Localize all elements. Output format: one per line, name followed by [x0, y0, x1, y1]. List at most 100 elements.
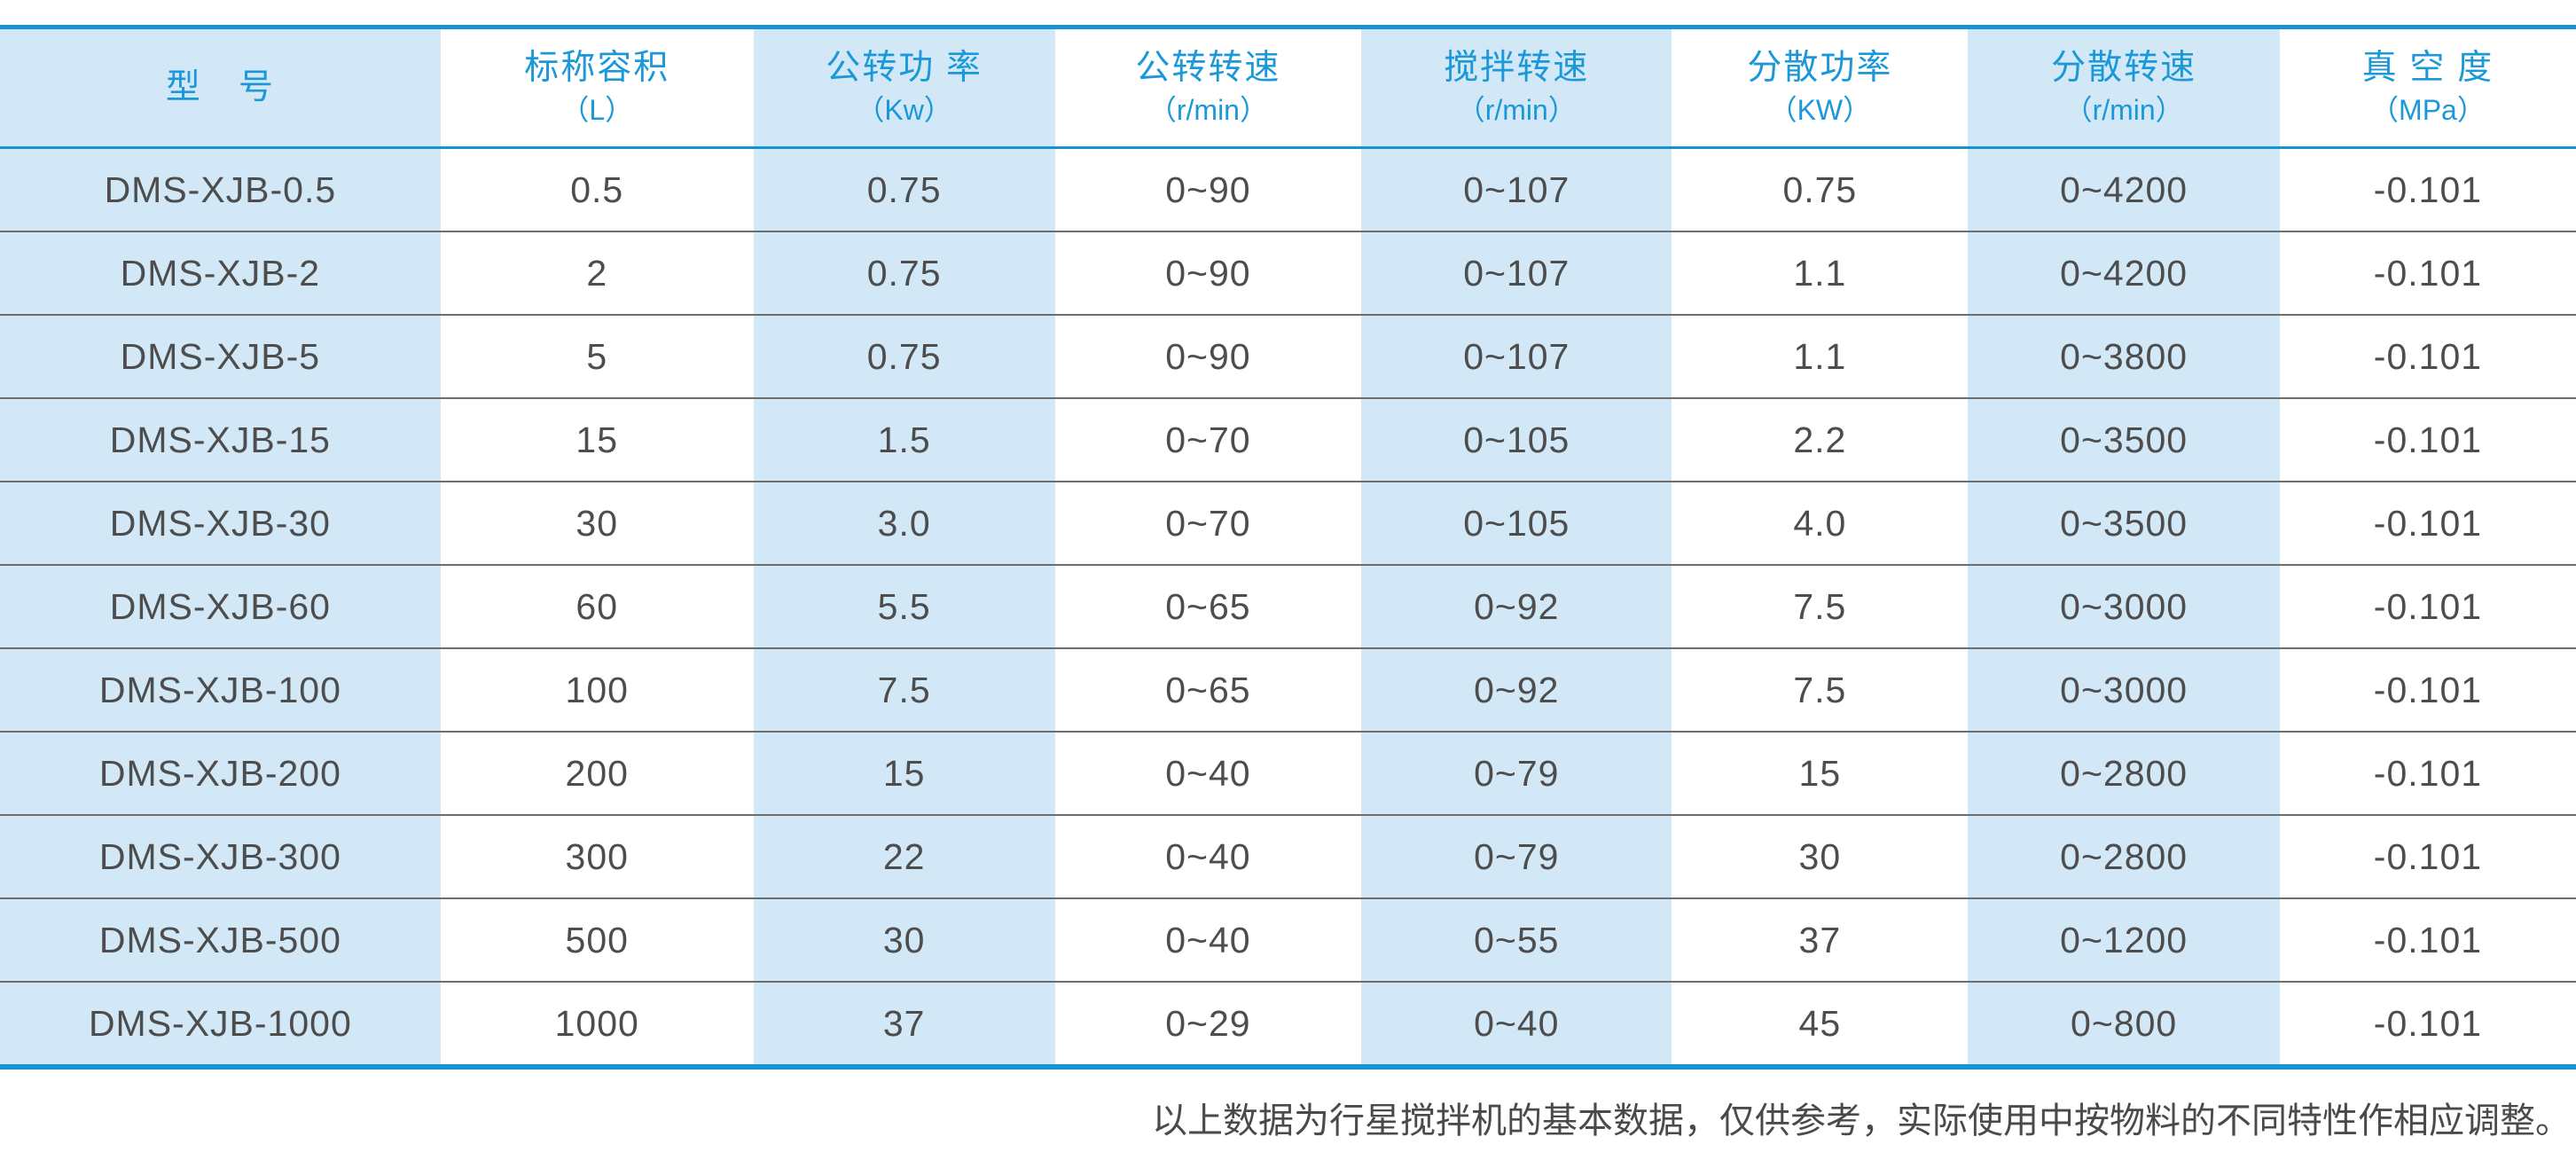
cell-dispersing-power: 1.1: [1672, 231, 1969, 315]
cell-revolution-power: 15: [753, 731, 1055, 815]
cell-dispersing-speed: 0~4200: [1968, 231, 2280, 315]
cell-revolution-power: 0.75: [866, 168, 942, 210]
cell-dispersing-power: 4.0: [1672, 481, 1969, 565]
cell-nominal-capacity: 5: [440, 314, 754, 398]
cell-vacuum-degree: -0.101: [2373, 168, 2483, 210]
cell-model: DMS-XJB-30: [0, 481, 441, 565]
cell-nominal-capacity: 30: [440, 481, 754, 565]
cell-stirring-speed: 0~107: [1361, 314, 1672, 398]
column-header-label: 分散转速: [2051, 49, 2197, 87]
cell-model: DMS-XJB-60: [0, 564, 441, 648]
cell-revolution-power: 37: [753, 981, 1055, 1067]
cell-nominal-capacity: 2: [440, 231, 754, 315]
cell-stirring-speed: 0~92: [1361, 647, 1672, 732]
column-header-unit: （MPa）: [2370, 94, 2486, 126]
cell-vacuum-degree: -0.101: [2279, 481, 2576, 565]
cell-vacuum-degree: -0.101: [2279, 231, 2576, 315]
cell-revolution-speed: 0~70: [1054, 397, 1362, 482]
table-row: DMS-XJB-300 300 22 0~40 0~79 30 0~2800 -…: [0, 814, 2576, 898]
table-row: DMS-XJB-5 5 0.75 0~90 0~107 1.1 0~3800 -…: [0, 314, 2576, 398]
column-header-label: 分散功率: [1747, 49, 1893, 87]
cell-model: DMS-XJB-500: [0, 897, 441, 982]
cell-dispersing-speed: 0~2800: [1968, 731, 2280, 815]
cell-dispersing-speed: 0~3500: [1968, 481, 2280, 565]
column-header-revolution-speed: 公转转速 （r/min）: [1054, 27, 1362, 149]
cell-model: DMS-XJB-100: [0, 647, 441, 732]
cell-dispersing-power: 30: [1672, 814, 1969, 898]
cell-dispersing-speed: 0~3800: [1968, 314, 2280, 398]
column-header-unit: （L）: [560, 94, 634, 126]
column-header-label: 公转转速: [1135, 49, 1281, 87]
column-header-unit: （r/min）: [2063, 94, 2184, 126]
cell-revolution-speed: 0~90: [1054, 314, 1362, 398]
column-header-revolution-power: 公转功 率 （Kw）: [753, 27, 1055, 149]
cell-revolution-speed: 0~29: [1054, 981, 1362, 1067]
cell-revolution-speed: 0~90: [1054, 231, 1362, 315]
column-header-nominal-capacity: 标称容积 （L）: [440, 27, 754, 149]
column-header-vacuum-degree: 真 空 度 （MPa）: [2279, 27, 2576, 149]
cell-stirring-speed: 0~79: [1361, 731, 1672, 815]
footnote: 以上数据为行星搅拌机的基本数据，仅供参考，实际使用中按物料的不同特性作相应调整。: [1152, 1101, 2571, 1141]
cell-dispersing-speed: 0~800: [1968, 981, 2280, 1067]
cell-revolution-speed: 0~65: [1054, 647, 1362, 732]
column-header-stirring-speed: 搅拌转速 （r/min）: [1361, 27, 1672, 149]
cell-model: DMS-XJB-5: [0, 314, 441, 398]
header-row: 型 号 标称容积 （L） 公转功 率 （Kw） 公转转速 （r/min） 搅拌转…: [0, 27, 2576, 149]
cell-vacuum-degree: -0.101: [2279, 814, 2576, 898]
table-row: DMS-XJB-60 60 5.5 0~65 0~92 7.5 0~3000 -…: [0, 564, 2576, 648]
cell-revolution-power: 0.75: [753, 314, 1055, 398]
cell-nominal-capacity: 300: [440, 814, 754, 898]
cell-model: DMS-XJB-300: [0, 814, 441, 898]
cell-revolution-speed: 0~70: [1054, 481, 1362, 565]
cell-dispersing-speed: 0~3000: [1968, 564, 2280, 648]
cell-nominal-capacity: 0.5: [570, 168, 624, 210]
cell-stirring-speed: 0~107: [1361, 231, 1672, 315]
cell-dispersing-speed: 0~3500: [1968, 397, 2280, 482]
column-header-label: 型 号: [165, 68, 275, 106]
cell-revolution-speed: 0~40: [1054, 731, 1362, 815]
cell-vacuum-degree: -0.101: [2279, 647, 2576, 732]
table-row: DMS-XJB-0.5 0.5 0.75 0~90 0~107 0.75 0~4…: [0, 148, 2576, 232]
cell-revolution-power: 3.0: [753, 481, 1055, 565]
cell-model: DMS-XJB-200: [0, 731, 441, 815]
cell-vacuum-degree: -0.101: [2279, 981, 2576, 1067]
cell-stirring-speed: 0~55: [1361, 897, 1672, 982]
cell-model: DMS-XJB-2: [0, 231, 441, 315]
column-header-unit: （r/min）: [1456, 94, 1577, 126]
table-row: DMS-XJB-15 15 1.5 0~70 0~105 2.2 0~3500 …: [0, 397, 2576, 482]
column-header-label: 真 空 度: [2361, 49, 2494, 87]
column-header-label: 搅拌转速: [1444, 49, 1590, 87]
cell-dispersing-power: 1.1: [1672, 314, 1969, 398]
cell-dispersing-power: 45: [1672, 981, 1969, 1067]
cell-stirring-speed: 0~40: [1361, 981, 1672, 1067]
table-row: DMS-XJB-100 100 7.5 0~65 0~92 7.5 0~3000…: [0, 647, 2576, 732]
cell-dispersing-speed: 0~2800: [1968, 814, 2280, 898]
table-row: DMS-XJB-500 500 30 0~40 0~55 37 0~1200 -…: [0, 897, 2576, 982]
table-row: DMS-XJB-1000 1000 37 0~29 0~40 45 0~800 …: [0, 981, 2576, 1067]
cell-revolution-power: 5.5: [753, 564, 1055, 648]
cell-dispersing-speed: 0~1200: [1968, 897, 2280, 982]
cell-vacuum-degree: -0.101: [2279, 564, 2576, 648]
cell-nominal-capacity: 15: [440, 397, 754, 482]
column-header-unit: （Kw）: [856, 94, 952, 126]
spec-table: 型 号 标称容积 （L） 公转功 率 （Kw） 公转转速 （r/min） 搅拌转…: [0, 25, 2576, 1070]
cell-revolution-speed: 0~40: [1054, 814, 1362, 898]
cell-model: DMS-XJB-15: [0, 397, 441, 482]
cell-nominal-capacity: 500: [440, 897, 754, 982]
cell-revolution-power: 7.5: [753, 647, 1055, 732]
cell-dispersing-power: 7.5: [1672, 564, 1969, 648]
cell-nominal-capacity: 60: [440, 564, 754, 648]
cell-nominal-capacity: 1000: [440, 981, 754, 1067]
cell-dispersing-speed: 0~4200: [2060, 168, 2188, 210]
column-header-dispersing-power: 分散功率 （KW）: [1672, 27, 1969, 149]
cell-revolution-speed: 0~65: [1054, 564, 1362, 648]
cell-revolution-power: 0.75: [753, 231, 1055, 315]
cell-dispersing-power: 37: [1672, 897, 1969, 982]
cell-revolution-power: 1.5: [753, 397, 1055, 482]
cell-stirring-speed: 0~79: [1361, 814, 1672, 898]
cell-dispersing-power: 0.75: [1782, 168, 1858, 210]
cell-dispersing-power: 2.2: [1672, 397, 1969, 482]
cell-dispersing-power: 7.5: [1672, 647, 1969, 732]
cell-dispersing-speed: 0~3000: [1968, 647, 2280, 732]
